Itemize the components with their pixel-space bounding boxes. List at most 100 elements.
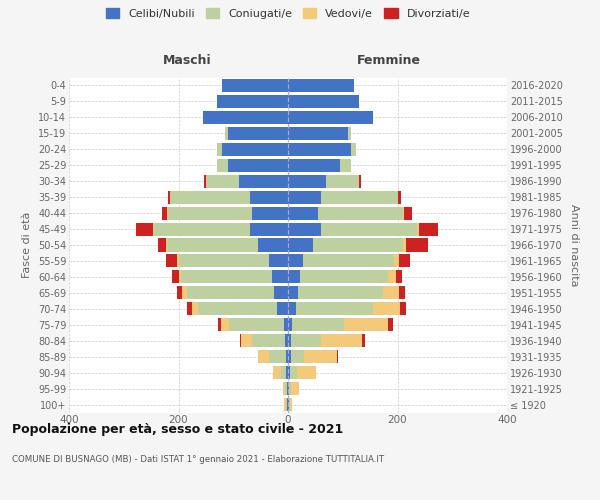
Bar [288, 158, 340, 172]
Bar [181, 270, 272, 283]
Bar [398, 190, 401, 203]
Bar [177, 254, 179, 268]
Bar [288, 238, 313, 252]
Bar [221, 318, 229, 332]
Bar [288, 302, 296, 316]
Bar [281, 366, 286, 379]
Bar [187, 286, 274, 300]
Bar [373, 302, 400, 316]
Bar [167, 238, 258, 252]
Text: Popolazione per età, sesso e stato civile - 2021: Popolazione per età, sesso e stato civil… [12, 422, 343, 436]
Bar [218, 318, 221, 332]
Bar [158, 238, 166, 252]
Bar [289, 382, 291, 395]
Bar [359, 174, 361, 188]
Bar [288, 318, 292, 332]
Bar [288, 366, 290, 379]
Bar [362, 334, 365, 347]
Bar [272, 366, 281, 379]
Bar [217, 158, 228, 172]
Bar [277, 302, 288, 316]
Y-axis label: Fasce di età: Fasce di età [22, 212, 32, 278]
Bar [288, 254, 304, 268]
Bar [400, 302, 406, 316]
Bar [388, 270, 396, 283]
Bar [288, 334, 291, 347]
Bar [288, 95, 359, 108]
Bar [396, 270, 403, 283]
Bar [348, 127, 351, 140]
Bar [203, 111, 288, 124]
Bar [272, 270, 288, 283]
Bar [297, 366, 316, 379]
Bar [291, 334, 322, 347]
Bar [388, 318, 392, 332]
Bar [291, 350, 304, 363]
Bar [217, 142, 222, 156]
Bar [290, 398, 292, 411]
Bar [240, 334, 241, 347]
Bar [187, 302, 192, 316]
Bar [321, 222, 416, 235]
Text: Femmine: Femmine [357, 54, 421, 68]
Bar [177, 286, 182, 300]
Bar [167, 190, 170, 203]
Bar [206, 174, 239, 188]
Bar [288, 127, 348, 140]
Bar [182, 286, 187, 300]
Bar [288, 270, 300, 283]
Bar [394, 254, 399, 268]
Bar [300, 270, 388, 283]
Bar [288, 398, 289, 411]
Bar [228, 127, 288, 140]
Bar [274, 286, 288, 300]
Bar [399, 286, 404, 300]
Bar [337, 350, 338, 363]
Bar [284, 398, 286, 411]
Bar [286, 398, 287, 411]
Bar [259, 350, 269, 363]
Bar [304, 254, 394, 268]
Bar [167, 206, 253, 220]
Bar [229, 318, 284, 332]
Bar [288, 286, 298, 300]
Bar [197, 302, 277, 316]
Bar [170, 190, 250, 203]
Bar [288, 174, 326, 188]
Bar [404, 206, 412, 220]
Bar [296, 302, 373, 316]
Bar [286, 350, 288, 363]
Bar [304, 350, 337, 363]
Bar [287, 398, 288, 411]
Bar [136, 222, 153, 235]
Bar [313, 238, 403, 252]
Bar [166, 238, 167, 252]
Text: COMUNE DI BUSNAGO (MB) - Dati ISTAT 1° gennaio 2021 - Elaborazione TUTTITALIA.IT: COMUNE DI BUSNAGO (MB) - Dati ISTAT 1° g… [12, 455, 384, 464]
Bar [250, 190, 288, 203]
Bar [154, 222, 250, 235]
Bar [161, 206, 167, 220]
Bar [287, 382, 288, 395]
Bar [351, 142, 356, 156]
Bar [178, 254, 269, 268]
Bar [222, 142, 288, 156]
Bar [419, 222, 438, 235]
Bar [285, 334, 288, 347]
Bar [253, 334, 285, 347]
Bar [403, 206, 404, 220]
Text: Maschi: Maschi [163, 54, 212, 68]
Bar [285, 382, 287, 395]
Bar [399, 254, 410, 268]
Bar [383, 286, 399, 300]
Bar [416, 222, 419, 235]
Bar [239, 174, 288, 188]
Bar [217, 95, 288, 108]
Bar [153, 222, 154, 235]
Bar [288, 222, 321, 235]
Bar [179, 270, 181, 283]
Bar [269, 254, 288, 268]
Bar [340, 158, 351, 172]
Bar [222, 79, 288, 92]
Bar [288, 79, 354, 92]
Bar [321, 190, 398, 203]
